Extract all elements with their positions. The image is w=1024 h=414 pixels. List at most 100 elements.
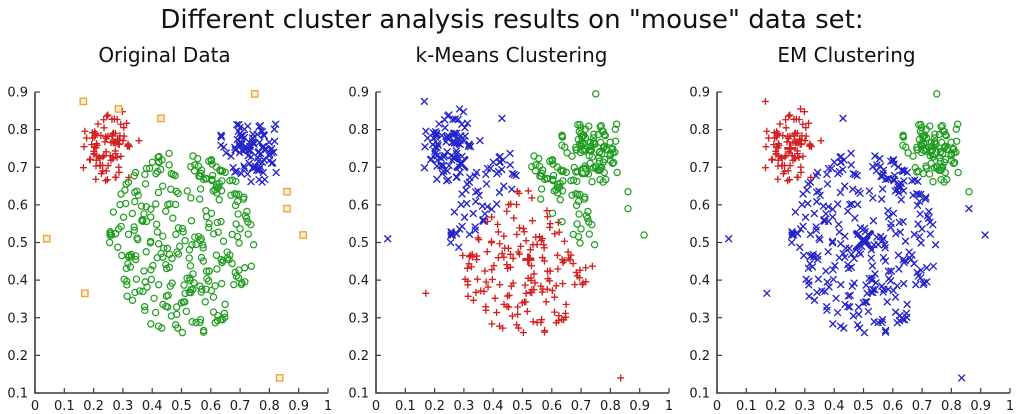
data-point: [763, 289, 771, 297]
data-point: [183, 187, 192, 195]
data-point: [207, 286, 216, 295]
data-point: [226, 251, 234, 259]
data-point: [275, 374, 284, 382]
data-point: [169, 214, 177, 222]
data-point: [471, 172, 479, 180]
data-point: [929, 221, 937, 229]
data-point: [561, 237, 569, 245]
data-point: [80, 289, 89, 298]
data-point: [829, 213, 837, 221]
data-point: [114, 105, 123, 113]
data-point: [267, 144, 276, 153]
data-point: [119, 137, 127, 145]
data-point: [120, 124, 128, 132]
data-point: [772, 147, 780, 155]
data-point: [171, 321, 180, 329]
data-point: [217, 187, 226, 195]
data-point: [558, 133, 567, 141]
data-point: [166, 200, 174, 208]
data-point: [109, 208, 118, 216]
data-point: [141, 180, 150, 188]
data-point: [431, 133, 440, 141]
y-tick-label: 0.2: [348, 349, 369, 364]
data-point: [845, 303, 854, 311]
data-point: [508, 312, 516, 320]
data-point: [500, 182, 508, 190]
data-point: [491, 294, 499, 302]
data-point: [563, 149, 571, 157]
data-point: [856, 189, 864, 197]
data-point: [853, 321, 862, 329]
data-point: [788, 231, 796, 239]
data-point: [567, 176, 575, 185]
data-point: [938, 121, 947, 130]
data-point: [841, 182, 849, 190]
data-point: [822, 303, 831, 311]
data-point: [590, 130, 598, 138]
data-point: [188, 241, 196, 249]
data-point: [100, 152, 108, 160]
data-point: [931, 241, 940, 249]
data-point: [477, 287, 485, 295]
data-point: [823, 278, 831, 286]
data-point: [117, 152, 125, 160]
data-point: [204, 277, 213, 285]
data-point: [499, 324, 507, 332]
data-point: [189, 270, 197, 278]
data-point: [530, 286, 538, 294]
data-point: [794, 139, 802, 147]
data-point: [544, 213, 552, 221]
data-point: [464, 292, 472, 300]
data-point: [152, 220, 161, 229]
data-point: [548, 287, 556, 295]
data-point: [515, 224, 523, 232]
data-point: [833, 308, 842, 317]
data-point: [215, 196, 223, 204]
data-point: [782, 116, 790, 124]
data-point: [509, 254, 517, 262]
data-point: [596, 138, 605, 147]
data-point: [469, 296, 477, 304]
data-point: [878, 195, 886, 203]
data-point: [910, 259, 918, 268]
data-point: [927, 159, 935, 168]
data-point: [141, 170, 149, 179]
subplot-title-em: EM Clustering: [777, 43, 916, 67]
data-point: [164, 291, 172, 300]
data-point: [555, 228, 563, 236]
data-point: [423, 134, 432, 142]
data-point: [147, 320, 155, 328]
data-point: [900, 167, 908, 175]
data-point: [892, 230, 900, 238]
y-tick-label: 0.6: [689, 198, 710, 213]
data-point: [824, 248, 832, 256]
data-point: [283, 204, 291, 213]
data-point: [465, 230, 474, 239]
data-point: [462, 186, 470, 194]
data-point: [205, 157, 213, 165]
x-tick-label: 0.1: [395, 399, 416, 414]
data-point: [482, 170, 490, 179]
data-point: [169, 170, 177, 179]
data-point: [528, 217, 536, 225]
data-point: [864, 307, 873, 316]
data-point: [122, 199, 130, 208]
data-point: [793, 129, 801, 137]
data-point: [854, 310, 863, 319]
data-point: [240, 125, 249, 133]
data-point: [801, 213, 810, 221]
data-point: [922, 164, 931, 172]
data-point: [851, 170, 859, 179]
data-point: [174, 189, 182, 198]
data-point: [228, 176, 237, 184]
data-point: [791, 208, 800, 216]
data-point: [494, 254, 502, 262]
data-point: [163, 244, 172, 253]
data-point: [255, 148, 263, 156]
data-point: [244, 230, 252, 238]
data-point: [131, 255, 140, 264]
data-point: [831, 261, 839, 270]
data-point: [243, 207, 251, 216]
data-point: [844, 261, 852, 269]
data-point: [80, 143, 88, 151]
